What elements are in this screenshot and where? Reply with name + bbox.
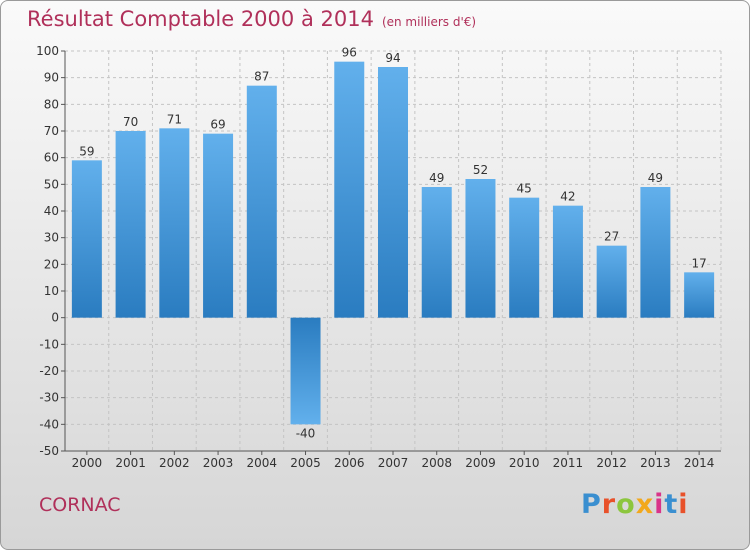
y-tick-label: 40 [44,204,59,218]
value-label-2009: 52 [473,163,488,177]
value-label-2012: 27 [604,230,619,244]
y-tick-label: -20 [39,364,59,378]
data-labels: 59 70 71 69 87 -40 96 94 49 52 45 42 27 49 17 [79,46,707,441]
y-tick-label: 50 [44,177,59,191]
x-tick-label: 2010 [509,456,540,470]
x-tick-label: 2002 [159,456,190,470]
value-label-2008: 49 [429,171,444,185]
x-tick-label: 2011 [553,456,584,470]
y-tick-label: 100 [36,44,59,58]
brand-letter: x [635,489,655,520]
bar-2001 [115,131,146,318]
commune-name: CORNAC [39,494,121,516]
x-tick-label: 2008 [421,456,452,470]
x-tick-label: 2014 [684,456,715,470]
bars [71,61,715,425]
bar-2004 [246,85,277,318]
x-tick-label: 2012 [596,456,627,470]
y-tick-label: 10 [44,284,59,298]
x-tick-label: 2001 [115,456,146,470]
y-tick-label: -40 [39,417,59,431]
y-tick-label: 70 [44,124,59,138]
y-tick-label: 60 [44,151,59,165]
y-tick-label: 80 [44,97,59,111]
brand-letter: t [664,489,679,520]
chart-subtitle: (en milliers d'€) [381,15,477,29]
value-label-2010: 45 [517,182,532,196]
brand-letter: i [678,489,689,520]
bar-2007 [378,67,408,318]
bar-2012 [596,245,627,318]
y-tick-label: -30 [39,391,59,405]
bar-2008 [421,187,452,318]
chart-title: Résultat Comptable 2000 à 2014 (en millie… [27,7,476,31]
bar-2009 [465,179,496,318]
x-tick-label: 2006 [334,456,365,470]
bar-2014 [684,272,715,318]
bar-2002 [159,128,190,318]
x-tick-label: 2005 [290,456,321,470]
value-label-2000: 59 [79,144,94,158]
bar-2003 [203,133,234,318]
x-tick-label: 2013 [640,456,671,470]
y-tick-label: 20 [44,257,59,271]
bar-2000 [71,160,102,318]
brand-letter: r [601,489,617,520]
value-label-2007: 94 [385,51,400,65]
y-tick-label: 90 [44,71,59,85]
brand-letter: i [654,489,665,520]
chart-title-text: Résultat Comptable 2000 à 2014 [27,7,374,31]
bar-2006 [334,61,365,318]
x-tick-label: 2000 [72,456,103,470]
bar-2005 [290,317,321,425]
brand-letter: o [616,489,636,520]
x-tick-label: 2004 [247,456,278,470]
brand-letter: P [581,489,602,520]
bar-2010 [509,197,540,318]
x-tick-label: 2007 [378,456,409,470]
bar-2011 [552,205,583,318]
y-tick-label: -50 [39,444,59,458]
y-tick-label: 30 [44,231,59,245]
value-label-2004: 87 [254,70,269,84]
value-label-2011: 42 [560,190,575,204]
value-label-2006: 96 [342,46,357,60]
x-tick-label: 2003 [203,456,234,470]
value-label-2003: 69 [210,118,225,132]
value-label-2001: 70 [123,115,138,129]
proxiti-logo: Proxiti [581,489,689,520]
value-label-2002: 71 [167,112,182,126]
x-tick-label: 2009 [465,456,496,470]
value-label-2013: 49 [648,171,663,185]
y-tick-label: -10 [39,337,59,351]
bar-2013 [640,187,671,318]
value-label-2005: -40 [296,426,316,440]
value-label-2014: 17 [691,256,706,270]
y-tick-label: 0 [51,311,59,325]
axes: 1009080706050403020100-10-20-30-40-50200… [36,44,721,470]
